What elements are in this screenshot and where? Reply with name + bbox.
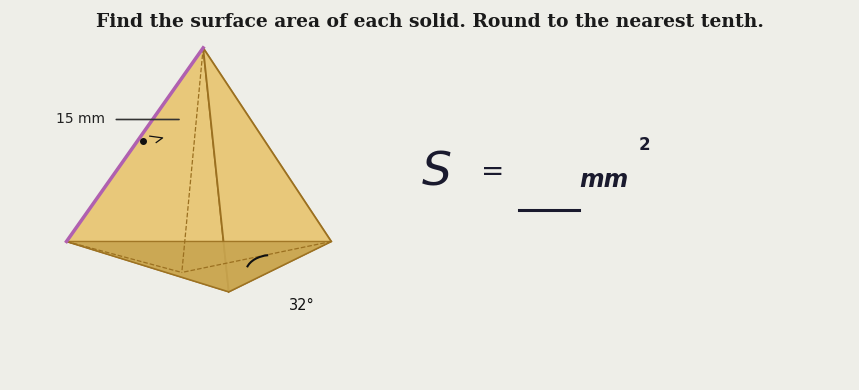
Polygon shape [66, 48, 204, 273]
Text: 32°: 32° [289, 298, 314, 313]
Text: 15 mm: 15 mm [56, 112, 105, 126]
Text: mm: mm [579, 168, 628, 191]
Polygon shape [66, 241, 332, 292]
Polygon shape [204, 48, 332, 292]
Polygon shape [182, 48, 332, 273]
Text: $S$: $S$ [421, 149, 452, 195]
Text: =: = [481, 158, 504, 186]
Polygon shape [66, 48, 228, 292]
Text: Find the surface area of each solid. Round to the nearest tenth.: Find the surface area of each solid. Rou… [95, 13, 764, 31]
Text: 2: 2 [639, 136, 650, 154]
